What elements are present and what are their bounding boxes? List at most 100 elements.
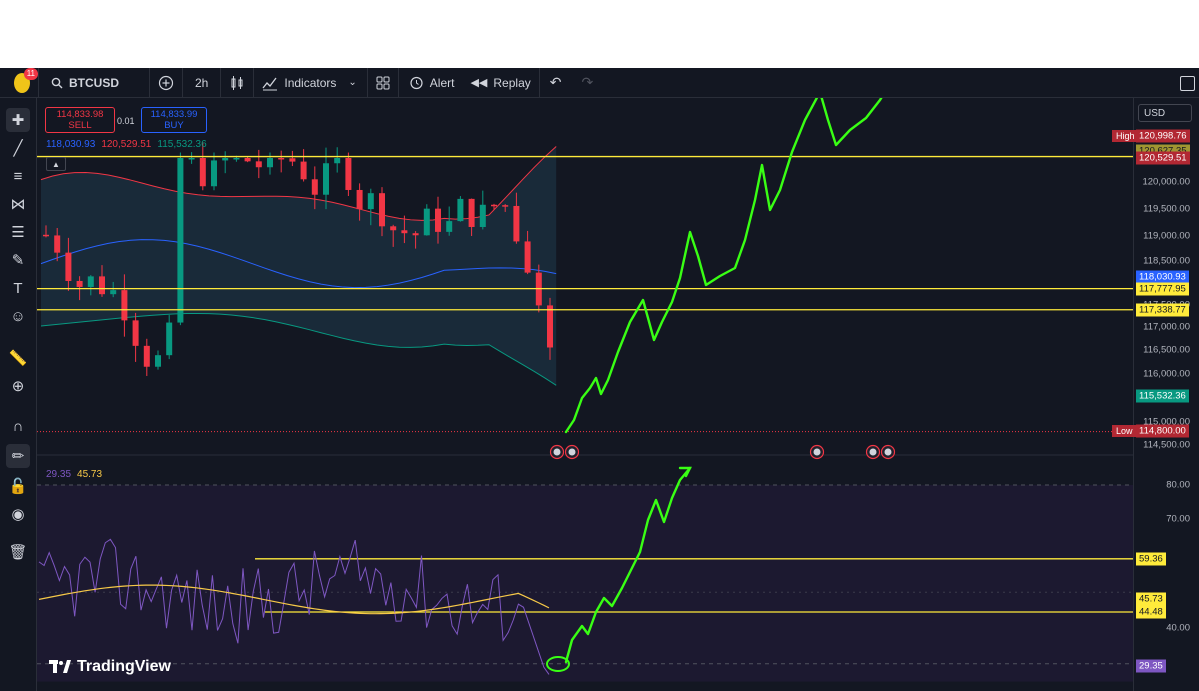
price-tick: 114,500.00 [1143, 439, 1190, 451]
hide-tool[interactable]: ◉ [6, 502, 30, 526]
alert-button[interactable]: Alert [399, 68, 463, 97]
text-tool[interactable]: T [6, 276, 30, 300]
price-axis[interactable]: USD 120,000.00 119,500.00 119,000.00 118… [1112, 98, 1199, 691]
trendline-tool[interactable]: ╱ [6, 136, 30, 160]
candle-body [121, 290, 128, 321]
smiley-icon: ☺ [10, 307, 26, 325]
bb-basis-tag: 118,030.93 [1136, 270, 1189, 284]
eye-icon: ◉ [11, 506, 25, 523]
trash-tool[interactable]: 🗑 [6, 540, 30, 564]
pattern-tool[interactable]: ⋈ [6, 192, 30, 216]
bb-upper-value: 120,529.51 [101, 139, 152, 150]
brush-tool[interactable]: ✎ [6, 248, 30, 272]
rsi-tick: 80.00 [1166, 479, 1190, 491]
price-tick: 119,000.00 [1143, 230, 1190, 242]
sell-label: SELL [68, 120, 92, 131]
currency-selector[interactable]: USD [1138, 104, 1192, 122]
event-icon-dot [553, 448, 561, 456]
chart-type-button[interactable] [221, 68, 255, 97]
undo-button[interactable]: ↶ [540, 68, 572, 97]
lock-tool[interactable]: 🔓 [6, 474, 30, 498]
candle-body [278, 158, 285, 160]
redo-button[interactable]: ↷ [571, 68, 603, 97]
trash-icon: 🗑 [8, 544, 28, 561]
alert-label: Alert [429, 75, 455, 90]
interval-button[interactable]: 2h [183, 68, 222, 97]
rsi-value: 29.35 [46, 469, 72, 480]
emoji-tool[interactable]: ☺ [6, 304, 30, 328]
avatar[interactable]: 11 [14, 67, 38, 93]
sell-button[interactable]: 114,833.98 SELL [45, 107, 115, 133]
event-icon-dot [869, 448, 877, 456]
candle-body [502, 205, 509, 207]
price-tick: 117,000.00 [1143, 321, 1190, 333]
candle-body [222, 158, 229, 161]
zoom-in-icon: ⊕ [11, 378, 25, 395]
chart-canvas[interactable] [37, 98, 1133, 691]
candle-body [547, 305, 553, 348]
high-label: High [1112, 130, 1139, 142]
price-tick: 116,500.00 [1143, 344, 1190, 356]
chevron-down-icon: ⌄ [348, 77, 357, 88]
rsi-ma-line [38, 584, 550, 615]
candle-body [76, 280, 83, 287]
candle-body [289, 158, 296, 162]
zoom-tool[interactable]: ⊕ [6, 374, 30, 398]
fib-tool[interactable]: ≡ [6, 164, 30, 188]
symbol-search[interactable]: BTCUSD [39, 68, 150, 97]
bb-basis-value: 118,030.93 [46, 139, 96, 150]
indicators-button[interactable]: Indicators ⌄ [254, 68, 368, 97]
candle-body [513, 205, 520, 242]
candle-body [199, 158, 206, 187]
user-menu[interactable]: 11 [0, 67, 39, 97]
compare-button[interactable] [150, 68, 183, 97]
support-line-tag: 117,777.95 [1136, 282, 1189, 296]
rsi-projection-drawing [564, 466, 692, 664]
crosshair-tool[interactable]: ✚ [6, 108, 30, 132]
candle-body [300, 161, 307, 180]
rsi-value-tag: 29.35 [1136, 659, 1166, 673]
event-icon-dot [884, 448, 892, 456]
rsi-legend: 29.35 45.73 [46, 469, 102, 480]
candle-body [479, 204, 486, 227]
high-value-tag: 120,998.76 [1136, 129, 1190, 143]
stay-drawing-tool[interactable]: ✏ [6, 444, 30, 468]
buy-button[interactable]: 114,833.99 BUY [141, 107, 207, 133]
fullscreen-icon[interactable] [1180, 76, 1195, 91]
candle-body [132, 320, 139, 346]
arrow-head-icon [678, 466, 692, 478]
rsi-line [38, 538, 550, 675]
forecast-tool[interactable]: ☰ [6, 220, 30, 244]
candle-body [110, 290, 117, 295]
notification-badge: 11 [23, 67, 38, 80]
candle-body [323, 163, 329, 195]
candle-body [435, 208, 441, 232]
candle-body [491, 204, 497, 207]
top-toolbar: 11 BTCUSD 2h Indicators ⌄ Alert ◀◀ [0, 67, 1199, 98]
buy-price: 114,833.99 [150, 109, 198, 120]
candle-body [255, 161, 262, 168]
chevron-up-icon: ▲ [52, 159, 60, 169]
redo-icon: ↷ [581, 74, 594, 90]
replay-label: Replay [493, 75, 531, 90]
layouts-button[interactable] [368, 68, 399, 97]
ruler-icon: 📏 [8, 350, 28, 367]
candle-body [401, 230, 408, 234]
candle-body [524, 241, 531, 273]
bb-upper-tag: 120,529.51 [1136, 151, 1190, 165]
rsi-tick: 70.00 [1166, 513, 1190, 525]
chart-pane[interactable]: 114,833.98 SELL 0.01 114,833.99 BUY 118,… [37, 98, 1133, 691]
spread-value: 0.01 [117, 116, 135, 126]
replay-button[interactable]: ◀◀ Replay [462, 68, 540, 97]
bollinger-basis-line [40, 239, 557, 289]
candle-body [345, 158, 352, 190]
candle-body [423, 208, 430, 236]
magnet-tool[interactable]: ∩ [6, 414, 30, 438]
support-line-tag: 117,338.77 [1136, 303, 1189, 317]
collapse-legend-button[interactable]: ▲ [46, 157, 66, 171]
event-icon-dot [568, 448, 576, 456]
measure-tool[interactable]: 📏 [6, 346, 30, 370]
candle-body [379, 193, 385, 227]
pencil-lock-icon: ✏ [11, 448, 25, 465]
rsi-ma-tag: 45.73 [1136, 592, 1166, 606]
